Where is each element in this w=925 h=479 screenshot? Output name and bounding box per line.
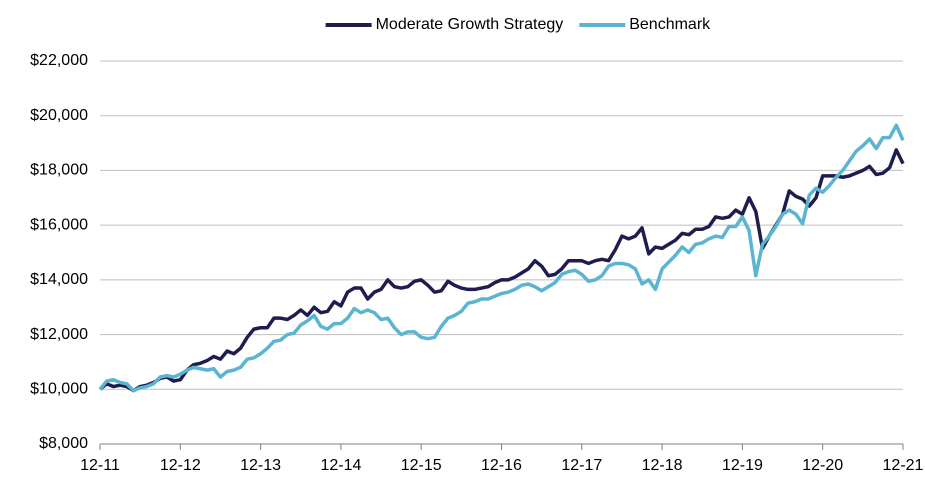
legend-label: Benchmark xyxy=(629,16,711,33)
y-tick-label: $18,000 xyxy=(30,162,88,179)
x-tick-label: 12-14 xyxy=(320,457,361,474)
x-tick-label: 12-18 xyxy=(642,457,683,474)
x-tick-label: 12-15 xyxy=(401,457,442,474)
series-line xyxy=(98,148,905,393)
y-tick-label: $12,000 xyxy=(30,326,88,343)
x-tick-label: 12-21 xyxy=(883,457,924,474)
y-tick-label: $20,000 xyxy=(30,107,88,124)
x-tick-label: 12-17 xyxy=(561,457,602,474)
y-tick-label: $14,000 xyxy=(30,271,88,288)
x-tick-label: 12-19 xyxy=(722,457,763,474)
x-tick-label: 12-11 xyxy=(80,457,120,474)
y-tick-label: $22,000 xyxy=(30,52,88,69)
x-tick-label: 12-12 xyxy=(160,457,201,474)
y-tick-label: $8,000 xyxy=(39,435,88,452)
x-tick-label: 12-13 xyxy=(240,457,281,474)
x-tick-label: 12-20 xyxy=(802,457,843,474)
y-tick-label: $16,000 xyxy=(30,216,88,233)
legend-label: Moderate Growth Strategy xyxy=(376,16,564,33)
series-line xyxy=(98,123,905,393)
y-tick-label: $10,000 xyxy=(30,381,88,398)
x-tick-label: 12-16 xyxy=(481,457,522,474)
